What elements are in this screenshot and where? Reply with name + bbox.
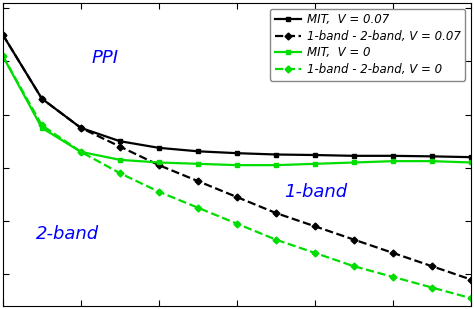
Text: 2-band: 2-band	[36, 226, 99, 243]
Text: PPI: PPI	[92, 49, 119, 67]
Legend: MIT,  V = 0.07, 1-band - 2-band, V = 0.07, MIT,  V = 0, 1-band - 2-band, V = 0: MIT, V = 0.07, 1-band - 2-band, V = 0.07…	[270, 9, 465, 81]
Text: 1-band: 1-band	[284, 183, 347, 201]
